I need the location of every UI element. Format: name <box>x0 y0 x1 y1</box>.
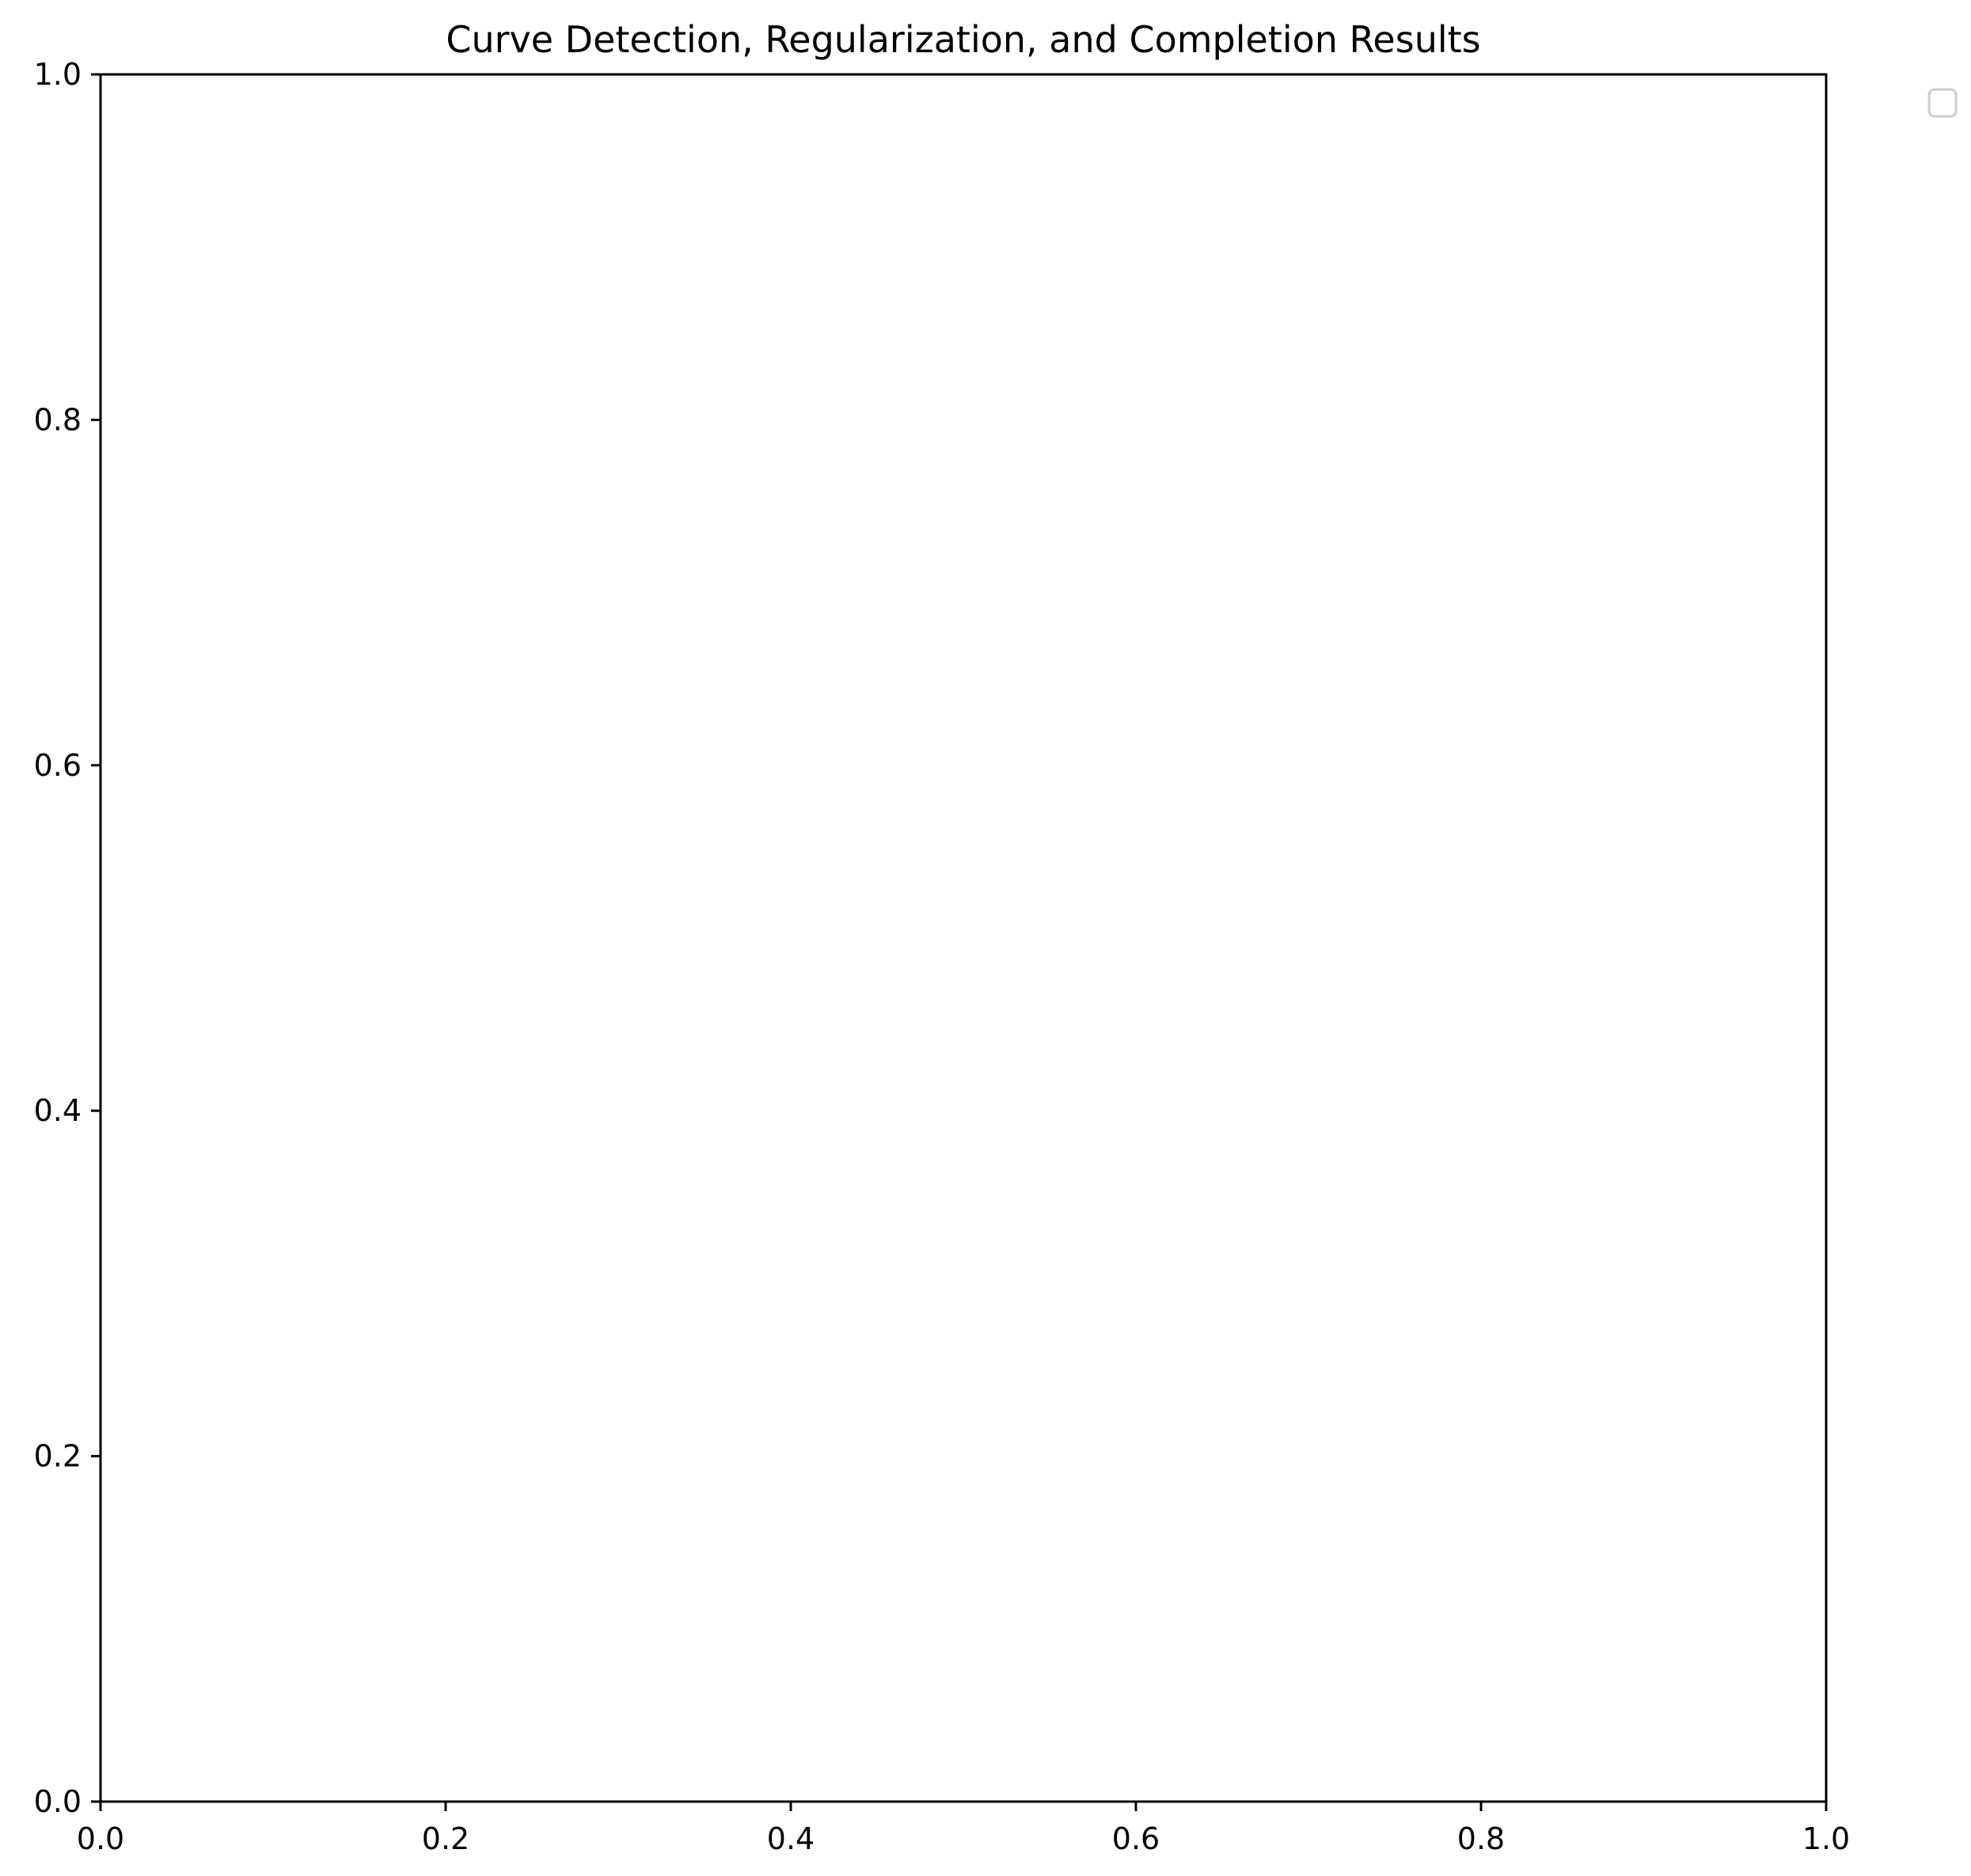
y-tick-label: 0.6 <box>34 748 82 783</box>
x-tick-label: 0.6 <box>1112 1821 1160 1856</box>
y-tick-label: 0.0 <box>34 1784 82 1819</box>
legend-box <box>1927 88 1958 118</box>
x-axis: 0.0 0.2 0.4 0.6 0.8 1.0 <box>77 1802 1850 1856</box>
y-axis: 0.0 0.2 0.4 0.6 0.8 1.0 <box>34 57 101 1819</box>
y-tick-label: 0.2 <box>34 1439 82 1474</box>
y-tick-label: 0.4 <box>34 1093 82 1128</box>
plot-area <box>99 73 1828 1803</box>
x-tick-label: 1.0 <box>1802 1821 1850 1856</box>
x-tick-label: 0.8 <box>1457 1821 1505 1856</box>
axes-frame <box>99 73 1828 1803</box>
y-tick-label: 0.8 <box>34 402 82 437</box>
x-tick-label: 0.4 <box>767 1821 815 1856</box>
y-tick-label: 1.0 <box>34 57 82 92</box>
chart-title: Curve Detection, Regularization, and Com… <box>446 18 1480 61</box>
x-tick-label: 0.2 <box>422 1821 469 1856</box>
x-tick-label: 0.0 <box>77 1821 124 1856</box>
